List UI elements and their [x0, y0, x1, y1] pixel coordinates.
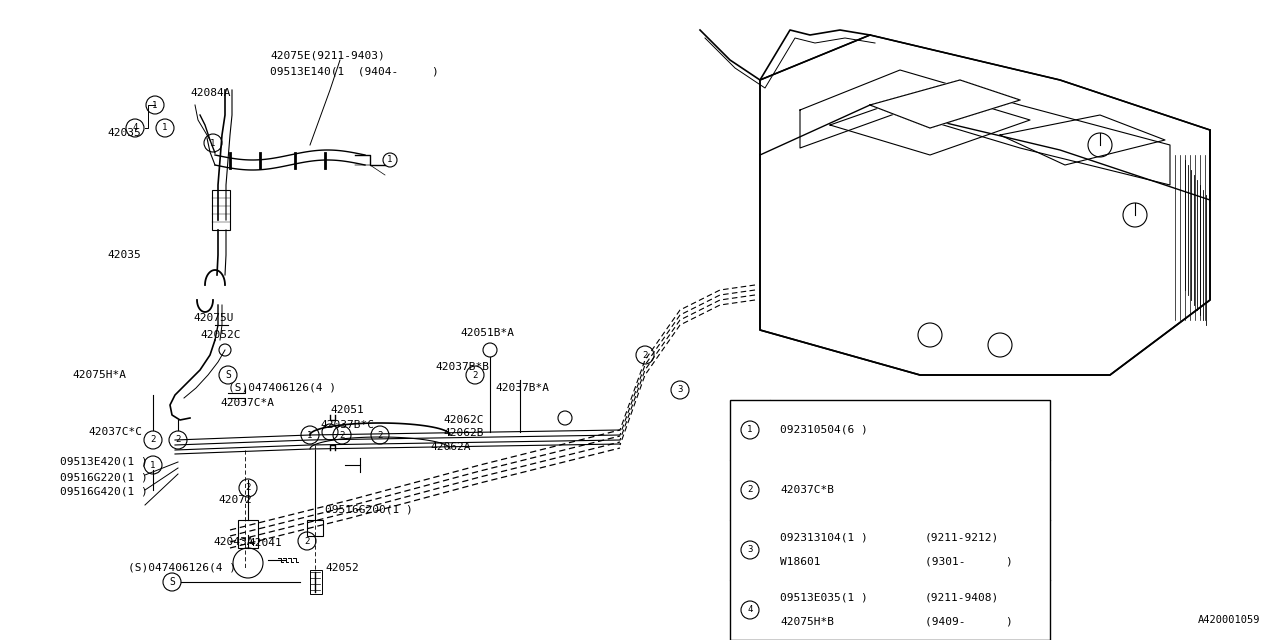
Text: 3: 3	[748, 545, 753, 554]
Text: 42037B*C: 42037B*C	[320, 420, 374, 430]
Text: 092313104(1 ): 092313104(1 )	[780, 533, 868, 543]
Text: 09516G220(1 ): 09516G220(1 )	[60, 472, 147, 482]
Bar	[310, 570, 323, 594]
Text: 4: 4	[748, 605, 753, 614]
Text: 42075H*B: 42075H*B	[780, 617, 835, 627]
Text: 3: 3	[677, 385, 682, 394]
Text: 09513E140(1  (9404-     ): 09513E140(1 (9404- )	[270, 67, 439, 77]
Text: 1: 1	[150, 461, 156, 470]
Text: 42062B: 42062B	[443, 428, 484, 438]
Text: (S)047406126(4 ): (S)047406126(4 )	[128, 563, 236, 573]
Polygon shape	[870, 80, 1020, 128]
Text: 42037C*A: 42037C*A	[220, 398, 274, 408]
Text: 42072: 42072	[218, 495, 252, 505]
Bar	[238, 520, 259, 548]
Text: 1: 1	[152, 100, 157, 109]
Text: 42037C*B: 42037C*B	[780, 485, 835, 495]
Text: 42035: 42035	[108, 250, 141, 260]
Text: 42051B*A: 42051B*A	[460, 328, 515, 338]
Text: 42037C*C: 42037C*C	[88, 427, 142, 437]
Text: (9301-      ): (9301- )	[925, 557, 1012, 567]
Text: 2: 2	[305, 536, 310, 545]
Text: 42041: 42041	[248, 538, 282, 548]
Text: 2: 2	[472, 371, 477, 380]
Text: 1: 1	[748, 426, 753, 435]
Text: 09516G200(1 ): 09516G200(1 )	[325, 505, 412, 515]
Text: W18601: W18601	[780, 557, 820, 567]
Text: 42043A: 42043A	[212, 537, 253, 547]
Text: 2: 2	[339, 431, 344, 440]
Text: 092310504(6 ): 092310504(6 )	[780, 425, 868, 435]
Text: (9409-      ): (9409- )	[925, 617, 1012, 627]
Text: 2: 2	[748, 486, 753, 495]
Text: 09513E035(1 ): 09513E035(1 )	[780, 593, 868, 603]
Text: 42035: 42035	[108, 128, 141, 138]
Text: 09513E420(1 ): 09513E420(1 )	[60, 457, 147, 467]
Text: 2: 2	[246, 483, 251, 493]
Text: 09516G420(1 ): 09516G420(1 )	[60, 487, 147, 497]
Text: S: S	[225, 370, 230, 380]
Text: 1: 1	[163, 124, 168, 132]
Text: 42062C: 42062C	[443, 415, 484, 425]
Text: 42037B*B: 42037B*B	[435, 362, 489, 372]
Text: 42075U: 42075U	[193, 313, 233, 323]
Bar	[730, 400, 1050, 640]
Text: (9211-9212): (9211-9212)	[925, 533, 1000, 543]
Text: 2: 2	[378, 431, 383, 440]
Text: 42075E(9211-9403): 42075E(9211-9403)	[270, 50, 385, 60]
Bar	[212, 190, 230, 230]
Text: 42084A: 42084A	[189, 88, 230, 98]
Text: A420001059: A420001059	[1198, 615, 1260, 625]
Bar	[307, 520, 323, 536]
Text: 2: 2	[175, 435, 180, 445]
Text: 42051: 42051	[330, 405, 364, 415]
Text: S: S	[169, 577, 175, 587]
Text: 42037B*A: 42037B*A	[495, 383, 549, 393]
Text: 42075H*A: 42075H*A	[72, 370, 125, 380]
Text: (S)047406126(4 ): (S)047406126(4 )	[228, 383, 335, 393]
Text: 2: 2	[150, 435, 156, 445]
Text: 42062A: 42062A	[430, 442, 471, 452]
Text: 1: 1	[388, 156, 393, 164]
Text: 1: 1	[307, 431, 312, 440]
Text: 2: 2	[643, 351, 648, 360]
Text: 1: 1	[210, 138, 216, 147]
Text: (9211-9408): (9211-9408)	[925, 593, 1000, 603]
Text: 4: 4	[132, 124, 138, 132]
Text: 42052C: 42052C	[200, 330, 241, 340]
Text: 42052: 42052	[325, 563, 358, 573]
